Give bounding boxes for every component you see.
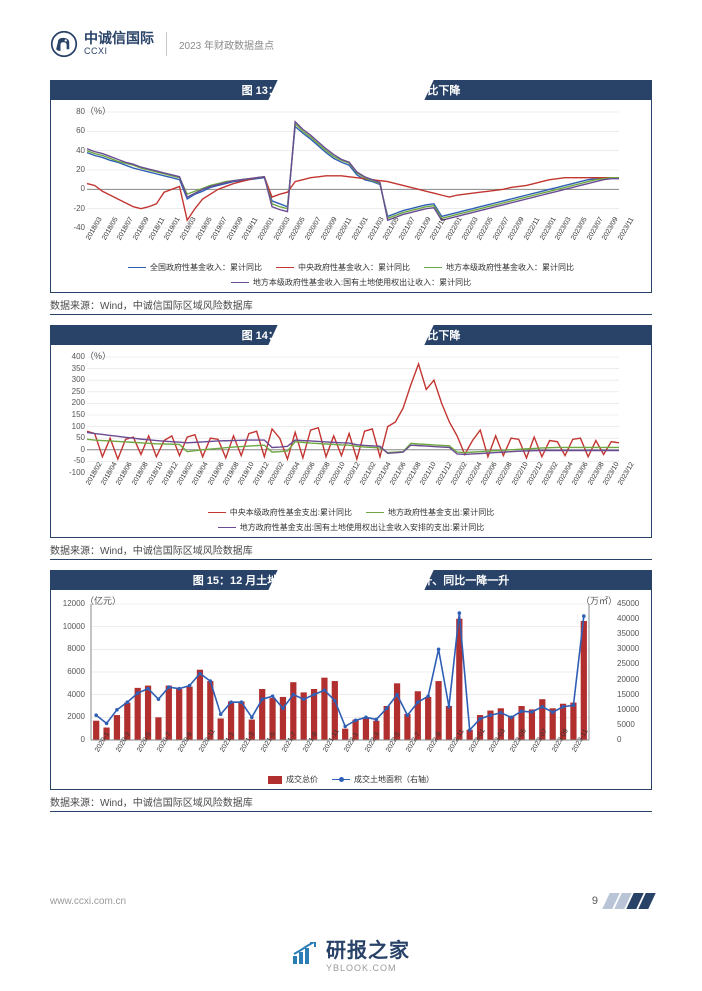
chart-15-plot: （亿元） （万㎡） 020004000600080001000012000050… — [57, 594, 645, 744]
chart-13-title-bar: 图 13：2023 年全国政府性基金收入同比下降 — [50, 80, 652, 100]
chart-14-plot: （%） -100-50050100150200250300350400 — [57, 349, 645, 477]
header-subtitle: 2023 年财政数据盘点 — [179, 37, 274, 52]
chart-15-x-axis: 2020-12020-32020-52020-72020-92020-11202… — [57, 744, 645, 772]
ccxi-logo: 中诚信国际 CCXI — [50, 30, 154, 58]
brand-footer-cn: 研报之家 — [326, 934, 410, 963]
chart-14-y-unit: （%） — [85, 349, 111, 362]
chart-13-source: 数据来源：Wind，中诚信国际区域风险数据库 — [50, 293, 652, 315]
chart-13-block: 图 13：2023 年全国政府性基金收入同比下降 （%） -40-2002040… — [50, 80, 652, 315]
chart-15-legend: 成交总价成交土地面积（右轴） — [57, 772, 645, 787]
brand-footer-en: YBLOOK.COM — [326, 963, 410, 973]
page-number: 9 — [592, 895, 598, 907]
footer-chevrons — [606, 893, 652, 909]
chart-14-title-bar: 图 14：2023 年全国政府性基金支出同比下降 — [50, 325, 652, 345]
chart-14-legend: 中央本级政府性基金支出:累计同比地方政府性基金支出:累计同比地方政府性基金支出:… — [57, 505, 645, 535]
chart-13-title: 图 13：2023 年全国政府性基金收入同比下降 — [242, 82, 461, 98]
logo-cn-text: 中诚信国际 — [84, 31, 154, 46]
chart-13-legend: 全国政府性基金收入：累计同比中央政府性基金收入：累计同比地方本级政府性基金收入：… — [57, 260, 645, 290]
footer-url: www.ccxi.com.cn — [50, 896, 126, 907]
page-header: 中诚信国际 CCXI 2023 年财政数据盘点 — [50, 30, 652, 58]
chart-14-source: 数据来源：Wind，中诚信国际区域风险数据库 — [50, 538, 652, 560]
chart-14-block: 图 14：2023 年全国政府性基金支出同比下降 （%） -100-500501… — [50, 325, 652, 560]
chart-13-plot: （%） -40-20020406080 — [57, 104, 645, 232]
chart-14-x-axis: 2018/022018/042018/062018/082018/102018/… — [57, 477, 645, 505]
chart-15-block: 图 15：12 月土地成交面积、成交总价环比均上升、同比一降一升 （亿元） （万… — [50, 570, 652, 812]
page-footer: www.ccxi.com.cn 9 — [0, 889, 702, 913]
chart-15-y2-unit: （万㎡） — [581, 594, 617, 607]
header-divider — [166, 32, 167, 56]
chart-15-source: 数据来源：Wind，中诚信国际区域风险数据库 — [50, 790, 652, 812]
chart-13-x-axis: 2018/032018/052018/072018/092018/112019/… — [57, 232, 645, 260]
chart-13-y-unit: （%） — [85, 104, 111, 117]
logo-en-text: CCXI — [84, 47, 154, 57]
elephant-icon — [50, 30, 78, 58]
brand-footer: 研报之家 YBLOOK.COM — [0, 934, 702, 973]
yblook-icon — [292, 942, 318, 966]
chart-15-title: 图 15：12 月土地成交面积、成交总价环比均上升、同比一降一升 — [193, 572, 510, 588]
chart-14-title: 图 14：2023 年全国政府性基金支出同比下降 — [242, 327, 461, 343]
chart-15-y1-unit: （亿元） — [85, 594, 121, 607]
chart-15-title-bar: 图 15：12 月土地成交面积、成交总价环比均上升、同比一降一升 — [50, 570, 652, 590]
